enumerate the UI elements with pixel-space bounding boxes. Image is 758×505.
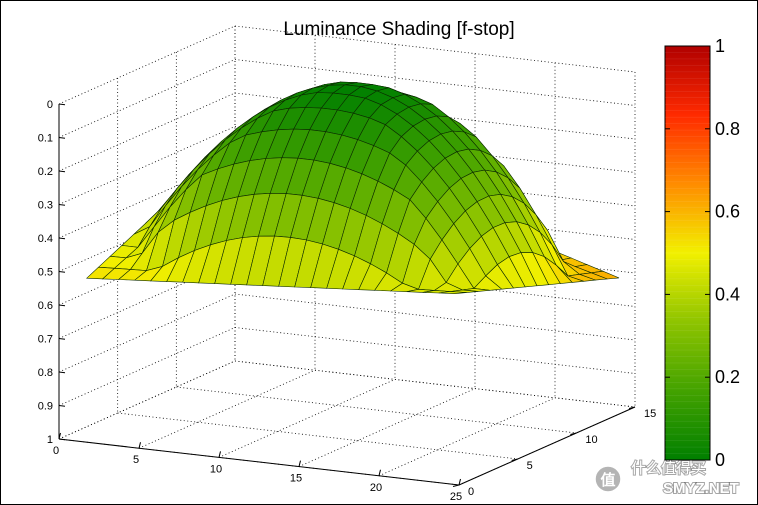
y-tick-label: 15 (644, 408, 656, 420)
z-tick-label: 0.1 (38, 133, 53, 145)
colorbar-tick-label: 0.2 (715, 367, 740, 387)
y-tick-label: 10 (585, 434, 597, 446)
z-tick-label: 0.4 (38, 233, 53, 245)
watermark-site: SMYZ.NET (663, 480, 739, 497)
surface-patch (438, 291, 467, 295)
watermark-logo: 值 (594, 465, 622, 493)
surface (85, 81, 620, 295)
colorbar: 0 0.2 0.4 0.6 0.8 1 (664, 36, 740, 470)
x-tick-label: 5 (133, 454, 139, 466)
z-tick-label: 0.5 (38, 267, 53, 279)
y-tick-label: 5 (527, 460, 533, 472)
x-tick-label: 25 (450, 491, 462, 503)
colorbar-tick-label: 0.4 (715, 284, 740, 304)
z-tick-label: 0.8 (38, 367, 53, 379)
z-tick-label: 0.3 (38, 200, 53, 212)
z-tick-label: 0.2 (38, 166, 53, 178)
x-tick-label: 10 (210, 463, 222, 475)
svg-text:值: 值 (600, 471, 615, 489)
x-tick-label: 20 (370, 482, 382, 494)
y-tick-label: 0 (468, 486, 474, 498)
z-tick-label: 0.6 (38, 300, 53, 312)
z-tick-label: 0 (47, 99, 53, 111)
colorbar-tick-label: 0 (715, 450, 725, 470)
colorbar-tick-label: 0.8 (715, 119, 740, 139)
x-tick-label: 15 (290, 473, 302, 485)
z-tick-label: 0.9 (38, 401, 53, 413)
colorbar-tick-label: 1 (715, 36, 725, 56)
x-tick-label: 0 (53, 445, 59, 457)
watermark-chinese: 什么值得买 (631, 460, 706, 477)
z-tick-label: 0.7 (38, 334, 53, 346)
colorbar-gradient (664, 45, 711, 461)
colorbar-tick-label: 0.6 (715, 202, 740, 222)
chart-title: Luminance Shading [f-stop] (283, 19, 514, 40)
z-tick-label: 1 (47, 434, 53, 446)
